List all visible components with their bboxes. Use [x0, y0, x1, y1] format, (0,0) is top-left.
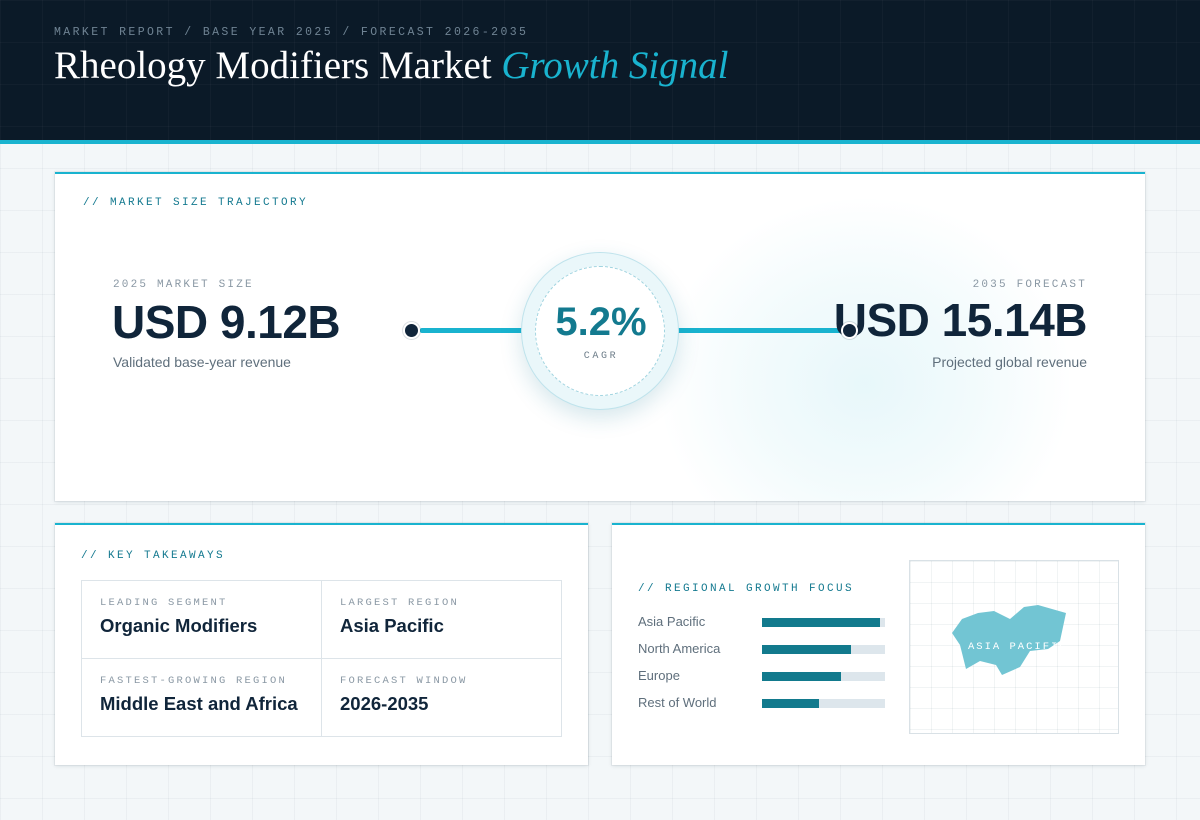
takeaway-value: Asia Pacific — [340, 615, 444, 636]
region-bar-track — [762, 699, 885, 708]
region-bar-fill — [762, 645, 851, 654]
base-year-caption: Validated base-year revenue — [113, 354, 291, 370]
takeaway-largest-region: LARGEST REGION Asia Pacific — [322, 581, 562, 659]
region-name: Rest of World — [638, 695, 717, 710]
region-bar-track — [762, 618, 885, 627]
takeaway-eyebrow: LARGEST REGION — [340, 597, 460, 609]
trajectory-line-left — [420, 328, 530, 333]
region-name: Asia Pacific — [638, 614, 706, 629]
trajectory-line-right — [665, 328, 845, 333]
region-bar-track — [762, 672, 885, 681]
forecast-value: USD 15.14B — [833, 294, 1088, 346]
market-trajectory-card: // MARKET SIZE TRAJECTORY 2025 MARKET SI… — [55, 172, 1145, 501]
region-row-europe: Europe — [638, 666, 888, 686]
trajectory-label: // MARKET SIZE TRAJECTORY — [83, 197, 309, 209]
forecast-caption: Projected global revenue — [932, 354, 1087, 370]
takeaway-eyebrow: FASTEST-GROWING REGION — [100, 675, 288, 687]
report-kicker: MARKET REPORT / BASE YEAR 2025 / FORECAS… — [54, 26, 529, 39]
regional-growth-card: // REGIONAL GROWTH FOCUS Asia Pacific No… — [612, 523, 1145, 765]
regional-label: // REGIONAL GROWTH FOCUS — [638, 583, 855, 595]
header-accent-rule — [0, 140, 1200, 144]
page-title-main: Rheology Modifiers Market — [54, 44, 492, 87]
takeaway-value: 2026-2035 — [340, 693, 429, 714]
grid-divider-horizontal — [82, 658, 561, 659]
card-glow — [655, 194, 1075, 501]
cagr-label: CAGR — [583, 351, 619, 362]
takeaway-eyebrow: LEADING SEGMENT — [100, 597, 228, 609]
cagr-badge-inner: 5.2% CAGR — [535, 266, 665, 396]
takeaway-eyebrow: FORECAST WINDOW — [340, 675, 468, 687]
report-header: MARKET REPORT / BASE YEAR 2025 / FORECAS… — [0, 0, 1200, 140]
forecast-eyebrow: 2035 FORECAST — [972, 279, 1087, 291]
base-year-eyebrow: 2025 MARKET SIZE — [113, 279, 254, 291]
cagr-badge: 5.2% CAGR — [521, 252, 679, 410]
base-year-value: USD 9.12B — [112, 296, 341, 348]
takeaways-grid: LEADING SEGMENT Organic Modifiers LARGES… — [81, 580, 562, 737]
takeaway-value: Organic Modifiers — [100, 615, 258, 636]
map-region-label: ASIA PACIFIC — [968, 641, 1068, 653]
cagr-value: 5.2% — [555, 300, 647, 344]
region-bar-fill — [762, 672, 841, 681]
region-row-rest-of-world: Rest of World — [638, 693, 888, 713]
end-point-dot — [841, 322, 858, 339]
region-row-north-america: North America — [638, 639, 888, 659]
region-name: Europe — [638, 668, 680, 683]
takeaways-label: // KEY TAKEAWAYS — [81, 550, 226, 562]
takeaway-leading-segment: LEADING SEGMENT Organic Modifiers — [82, 581, 322, 659]
region-bar-fill — [762, 699, 819, 708]
region-bar-fill — [762, 618, 881, 627]
asia-pacific-map-shape — [952, 605, 1066, 675]
key-takeaways-card: // KEY TAKEAWAYS LEADING SEGMENT Organic… — [55, 523, 588, 765]
region-row-asia-pacific: Asia Pacific — [638, 612, 888, 632]
region-bar-track — [762, 645, 885, 654]
takeaway-fastest-growing-region: FASTEST-GROWING REGION Middle East and A… — [82, 659, 322, 737]
region-map: ASIA PACIFIC — [909, 560, 1119, 734]
takeaway-forecast-window: FORECAST WINDOW 2026-2035 — [322, 659, 562, 737]
start-point-dot — [403, 322, 420, 339]
page-title: Rheology Modifiers Market Growth Signal — [54, 44, 729, 88]
page-title-accent: Growth Signal — [501, 44, 729, 87]
region-name: North America — [638, 641, 721, 656]
asia-pacific-region-shape — [952, 605, 1066, 675]
takeaway-value: Middle East and Africa — [100, 693, 298, 714]
